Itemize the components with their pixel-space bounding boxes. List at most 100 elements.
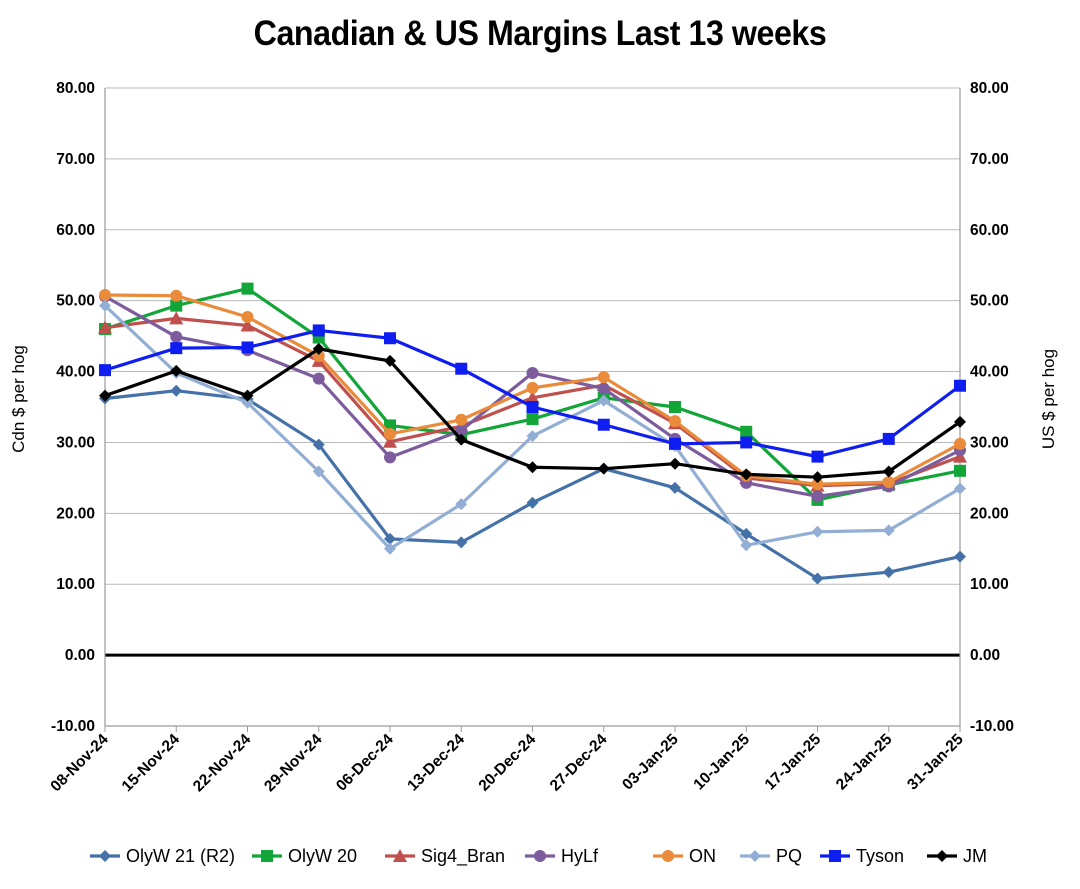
- data-point-hylf: [597, 382, 610, 395]
- data-point-jm: [170, 364, 183, 377]
- data-point-jm: [669, 457, 681, 470]
- data-point-tyson: [597, 418, 610, 431]
- data-point-tyson: [99, 364, 111, 377]
- data-point-on: [597, 371, 610, 384]
- legend-label: JM: [963, 846, 987, 866]
- data-point-jm: [882, 465, 895, 478]
- data-point-pq: [312, 465, 325, 478]
- legend-label: HyLf: [561, 846, 599, 866]
- legend-item-hylf: HyLf: [525, 846, 599, 866]
- x-tick-label: 31-Jan-25: [904, 731, 967, 794]
- data-point-pq: [811, 525, 824, 538]
- data-point-olyw-21-r2: [954, 550, 966, 563]
- data-point-hylf: [312, 372, 325, 385]
- data-point-jm: [740, 468, 753, 481]
- x-tick-label: 22-Nov-24: [190, 731, 255, 796]
- data-point-olyw-20: [954, 464, 966, 477]
- y-tick-label-left: 60.00: [56, 222, 95, 239]
- data-point-tyson: [882, 432, 895, 445]
- data-point-sig4-bran: [240, 318, 255, 332]
- legend-label: ON: [689, 846, 716, 866]
- data-point-on: [170, 289, 183, 302]
- y-tick-label-left: 50.00: [56, 293, 95, 310]
- data-point-tyson: [312, 324, 325, 337]
- data-point-on: [312, 349, 325, 362]
- x-tick-label: 17-Jan-25: [762, 731, 825, 794]
- data-point-sig4-bran: [383, 434, 397, 448]
- data-point-sig4-bran: [98, 320, 112, 334]
- legend-marker: [749, 850, 761, 862]
- series-tyson: [99, 324, 966, 463]
- x-tick-label: 24-Jan-25: [833, 731, 896, 794]
- data-point-on: [99, 288, 111, 301]
- legend-item-pq: PQ: [740, 846, 802, 866]
- y-tick-label-right: 10.00: [970, 576, 1009, 593]
- legend-item-on: ON: [653, 846, 716, 866]
- x-tick-label: 20-Dec-24: [476, 731, 540, 795]
- legend-label: Tyson: [856, 846, 904, 866]
- data-point-on: [455, 413, 468, 426]
- data-point-tyson: [526, 401, 539, 413]
- data-point-jm: [954, 415, 966, 428]
- data-point-olyw-20: [526, 413, 539, 426]
- data-point-jm: [241, 389, 254, 402]
- legend-marker: [261, 850, 273, 862]
- data-point-pq: [241, 396, 254, 409]
- data-point-on: [669, 415, 681, 428]
- data-point-hylf: [526, 366, 539, 379]
- data-point-pq: [597, 394, 610, 407]
- y-axis-title-left: Cdn $ per hog: [9, 345, 28, 453]
- series-layer: [98, 282, 967, 585]
- y-tick-label-right: 30.00: [970, 434, 1009, 451]
- y-tick-label-right: 60.00: [970, 222, 1009, 239]
- data-point-on: [241, 310, 254, 323]
- data-point-on: [526, 381, 539, 394]
- data-point-olyw-21-r2: [740, 527, 753, 540]
- data-point-pq: [954, 482, 966, 495]
- data-point-olyw-21-r2: [811, 572, 824, 585]
- data-point-on: [954, 437, 966, 450]
- data-point-tyson: [455, 362, 468, 375]
- data-point-on: [384, 427, 396, 440]
- data-point-sig4-bran: [169, 311, 184, 325]
- series-on: [99, 288, 966, 491]
- series-line-pq: [103, 304, 962, 551]
- data-point-tyson: [811, 450, 824, 463]
- legend-item-olyw-20: OlyW 20: [252, 846, 357, 866]
- data-point-pq: [740, 539, 753, 552]
- data-point-on: [811, 478, 824, 491]
- data-point-jm: [384, 354, 396, 367]
- data-point-hylf: [455, 424, 468, 437]
- data-point-olyw-21-r2: [384, 532, 396, 545]
- y-tick-label-left: -10.00: [51, 718, 95, 735]
- legend-item-olyw-21-r2: OlyW 21 (R2): [90, 846, 235, 866]
- data-point-jm: [99, 389, 111, 402]
- data-point-pq: [882, 524, 895, 537]
- y-tick-label-left: 80.00: [56, 80, 95, 97]
- y-tick-label-right: 80.00: [970, 80, 1009, 97]
- data-point-pq: [99, 299, 111, 312]
- data-point-hylf: [384, 451, 396, 464]
- legend-marker: [829, 850, 841, 862]
- legend-item-sig4-bran: Sig4_Bran: [385, 846, 505, 867]
- data-point-olyw-20: [170, 299, 183, 312]
- legend-marker: [662, 850, 674, 862]
- data-point-tyson: [241, 341, 254, 354]
- x-tick-label: 03-Jan-25: [619, 731, 682, 794]
- x-tick-label: 29-Nov-24: [261, 731, 326, 796]
- data-point-jm: [526, 461, 539, 474]
- legend-label: OlyW 20: [288, 846, 357, 866]
- legend-marker: [534, 850, 546, 862]
- data-point-jm: [455, 433, 468, 446]
- data-point-olyw-21-r2: [170, 384, 183, 397]
- data-point-olyw-21-r2: [312, 438, 325, 451]
- y-tick-label-left: 10.00: [56, 576, 95, 593]
- series-pq: [99, 299, 966, 555]
- data-point-tyson: [669, 437, 681, 450]
- y-tick-label-left: 40.00: [56, 364, 95, 381]
- data-point-pq: [526, 430, 539, 443]
- data-point-pq: [384, 542, 396, 555]
- chart-title: Canadian & US Margins Last 13 weeks: [253, 14, 827, 53]
- y-tick-label-left: 30.00: [56, 434, 95, 451]
